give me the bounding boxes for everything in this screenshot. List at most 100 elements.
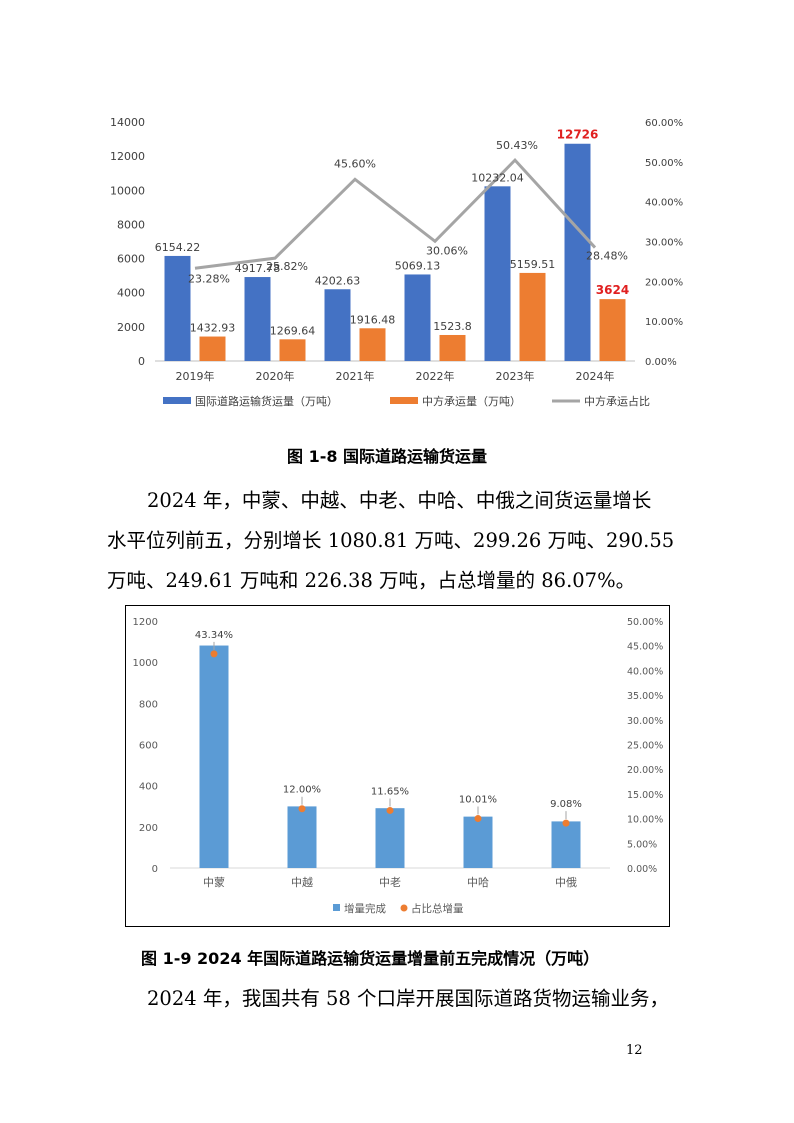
page-number: 12 xyxy=(626,1043,643,1058)
chart1-bar-label: 5069.13 xyxy=(395,259,441,272)
chart2-share-point xyxy=(210,650,218,658)
chart2-left-tick: 1000 xyxy=(133,658,158,669)
chart1-bar-label: 12726 xyxy=(557,128,599,142)
chart1-bar-label: 1432.93 xyxy=(190,322,236,335)
chart1-left-tick: 2000 xyxy=(117,321,145,334)
chart2-points xyxy=(210,650,570,827)
chart1-right-tick: 10.00% xyxy=(645,317,683,328)
chart2-right-tick: 25.00% xyxy=(627,741,663,752)
chart2-labels: 43.34% 12.00% 11.65% 10.01% 9.08% xyxy=(195,630,582,820)
chart2-right-tick: 40.00% xyxy=(627,666,663,677)
chart2-right-tick: 45.00% xyxy=(627,642,663,653)
chart1-bar xyxy=(519,272,546,361)
chart1-left-tick: 0 xyxy=(138,355,145,368)
chart2-category-label: 中俄 xyxy=(555,876,577,889)
chart1-bar xyxy=(199,336,226,361)
chart2-category-label: 中哈 xyxy=(467,876,489,889)
chart1-bar-label: 4917.78 xyxy=(235,262,281,275)
chart2-category-label: 中越 xyxy=(291,875,313,889)
chart1-line-label: 25.82% xyxy=(266,260,308,273)
chart2-bar xyxy=(287,806,317,868)
chart1-bar xyxy=(404,274,431,361)
chart1-right-tick: 0.00% xyxy=(645,357,677,368)
paragraph1-line: 2024 年，中蒙、中越、中老、中哈、中俄之间货运量增长 xyxy=(147,489,652,512)
chart1-legend-label: 中方承运量（万吨） xyxy=(422,394,521,408)
chart1-bar xyxy=(439,334,466,361)
chart1-category-label: 2022年 xyxy=(416,369,455,383)
figure2-caption: 图 1-9 2024 年国际道路运输货运量增量前五完成情况（万吨） xyxy=(141,949,600,968)
chart1-bar xyxy=(164,255,191,361)
chart1-bar xyxy=(564,143,591,361)
chart1-share-line xyxy=(194,157,597,270)
chart1-category-label: 2021年 xyxy=(336,369,375,383)
chart1-bar xyxy=(599,299,626,361)
paragraph2-line: 2024 年，我国共有 58 个口岸开展国际道路货物运输业务， xyxy=(147,987,670,1010)
chart2-share-point xyxy=(474,815,482,823)
chart2-left-tick: 0 xyxy=(152,864,158,875)
chart2-share-point xyxy=(298,805,306,813)
chart1-right-tick: 30.00% xyxy=(645,238,683,249)
chart1-bars xyxy=(164,143,626,361)
chart2-bar xyxy=(199,645,229,868)
chart1-bar-label: 1916.48 xyxy=(350,313,396,326)
chart2-legend-label: 增量完成 xyxy=(344,902,386,915)
chart2-right-tick: 0.00% xyxy=(627,864,657,875)
chart2-right-tick: 10.00% xyxy=(627,815,663,826)
chart1-legend-swatch xyxy=(390,397,418,404)
chart1-bar-label: 4202.63 xyxy=(315,274,361,287)
chart2-share-point xyxy=(562,819,570,827)
chart1-line-label: 30.06% xyxy=(426,244,468,257)
paragraph1-line: 水平位列前五，分别增长 1080.81 万吨、299.26 万吨、290.55 xyxy=(107,529,675,552)
chart2-right-tick: 15.00% xyxy=(627,790,663,801)
chart2-bar xyxy=(463,816,493,868)
chart1-bar xyxy=(279,339,306,361)
paragraph1-line: 万吨、249.61 万吨和 226.38 万吨，占总增量的 86.07%。 xyxy=(107,569,636,592)
chart1-bar-label: 5159.51 xyxy=(510,258,556,271)
chart1-bar xyxy=(359,328,386,361)
chart1-line-label: 50.43% xyxy=(496,139,538,152)
chart1-legend-label: 国际道路运输货运量（万吨） xyxy=(195,394,338,408)
chart1-left-tick: 12000 xyxy=(110,150,145,163)
chart1-left-tick: 4000 xyxy=(117,287,145,300)
chart1-right-tick: 60.00% xyxy=(645,118,683,129)
chart1-bar xyxy=(324,289,351,361)
chart2-left-tick: 1200 xyxy=(133,617,158,628)
chart2-bars xyxy=(199,645,581,868)
chart1-left-tick: 14000 xyxy=(110,116,145,129)
chart1-right-tick: 50.00% xyxy=(645,158,683,169)
chart2-point-label: 43.34% xyxy=(195,630,233,641)
chart1-bar-label: 10232.04 xyxy=(471,171,524,184)
chart1-category-label: 2023年 xyxy=(496,369,535,383)
chart2-category-label: 中老 xyxy=(379,876,401,889)
chart2-right-tick: 50.00% xyxy=(627,617,663,628)
increment-top5-chart: 0 200 400 600 800 1000 1200 0.00% 5.00% 10.00% 15.… xyxy=(125,605,670,927)
chart1-line-label: 23.28% xyxy=(188,272,230,285)
chart2-right-tick: 20.00% xyxy=(627,765,663,776)
chart1-bar xyxy=(484,186,511,361)
chart1-legend: 国际道路运输货运量（万吨） 中方承运量（万吨） 中方承运占比 xyxy=(163,394,650,408)
chart2-legend-swatch xyxy=(333,904,340,911)
chart2-point-label: 11.65% xyxy=(371,786,409,797)
chart1-legend-swatch xyxy=(163,397,191,404)
chart2-right-tick: 35.00% xyxy=(627,691,663,702)
chart2-point-label: 10.01% xyxy=(459,795,497,806)
chart1-bar-label: 1523.8 xyxy=(433,320,472,333)
chart2-bar xyxy=(551,821,581,868)
chart2-legend: 增量完成 占比总增量 xyxy=(333,902,464,915)
chart1-right-tick: 40.00% xyxy=(645,198,683,209)
chart1-bar-label: 6154.22 xyxy=(155,241,201,254)
chart2-right-tick: 5.00% xyxy=(627,839,657,850)
chart2-left-tick: 400 xyxy=(139,782,158,793)
chart2-left-tick: 200 xyxy=(139,823,158,834)
chart1-line-label: 45.60% xyxy=(334,157,376,170)
chart2-point-label: 9.08% xyxy=(550,799,582,810)
chart1-category-label: 2024年 xyxy=(576,369,615,383)
chart1-bar xyxy=(244,277,271,361)
chart2-point-label: 12.00% xyxy=(283,785,321,796)
chart2-legend-label: 占比总增量 xyxy=(411,902,464,915)
chart1-legend-label: 中方承运占比 xyxy=(584,394,650,408)
chart2-share-point xyxy=(386,806,394,814)
chart2-legend-swatch xyxy=(400,904,408,912)
chart2-left-tick: 800 xyxy=(139,699,158,710)
chart1-line-label: 28.48% xyxy=(586,250,628,263)
